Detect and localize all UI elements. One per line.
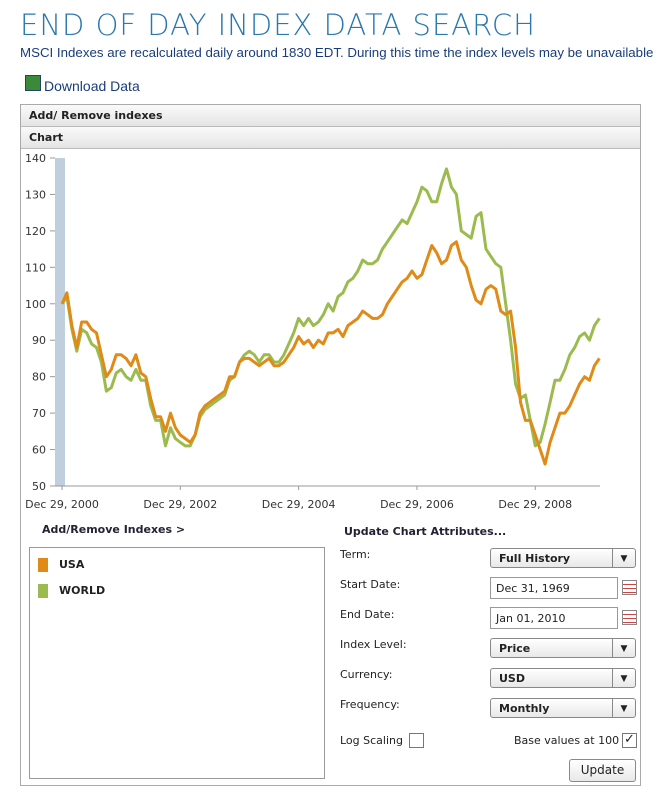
calendar-icon[interactable] — [622, 610, 637, 625]
form-title: Update Chart Attributes... — [344, 525, 507, 538]
dropdown-arrow: ▼ — [612, 639, 635, 657]
base-label: Base values at 100 — [514, 734, 620, 747]
field-label: Term: — [340, 548, 371, 561]
y-tick-label: 100 — [25, 298, 46, 311]
y-tick-label: 50 — [32, 480, 46, 493]
dropdown[interactable]: Monthly ▼ — [490, 698, 636, 718]
date-input[interactable]: Jan 01, 2010 — [490, 607, 618, 629]
date-input[interactable]: Dec 31, 1969 — [490, 577, 618, 599]
field-label: Currency: — [340, 668, 393, 681]
dropdown-arrow: ▼ — [612, 669, 635, 687]
x-tick-label: Dec 29, 2000 — [25, 498, 99, 511]
selection-band — [55, 158, 65, 486]
field-label: Start Date: — [340, 578, 401, 591]
y-tick-label: 110 — [25, 261, 46, 274]
calendar-icon[interactable] — [622, 580, 637, 595]
y-tick-label: 90 — [32, 334, 46, 347]
legend-box: USA WORLD — [29, 547, 325, 779]
legend-label[interactable]: USA — [59, 558, 85, 571]
download-link[interactable]: Download Data — [44, 78, 140, 94]
log-checkbox[interactable] — [409, 733, 424, 748]
indexes-bar[interactable]: Add/ Remove indexes — [21, 105, 640, 127]
y-tick-label: 130 — [25, 188, 46, 201]
chart-bar: Chart — [21, 127, 640, 149]
base-checkbox[interactable]: ✓ — [622, 733, 637, 748]
legend-label[interactable]: WORLD — [59, 584, 106, 597]
subtitle: MSCI Indexes are recalculated daily arou… — [20, 45, 654, 60]
y-tick-label: 70 — [32, 407, 46, 420]
page-title: END OF DAY INDEX DATA SEARCH — [20, 8, 536, 42]
field-label: Frequency: — [340, 698, 400, 711]
series-line — [60, 240, 601, 466]
x-tick-label: Dec 29, 2004 — [262, 498, 336, 511]
excel-icon[interactable] — [25, 75, 41, 91]
legend-swatch — [38, 584, 48, 598]
log-label: Log Scaling — [340, 734, 403, 747]
legend-swatch — [38, 558, 48, 572]
dropdown[interactable]: USD ▼ — [490, 668, 636, 688]
add-remove-link[interactable]: Add/Remove Indexes > — [42, 523, 186, 536]
dropdown[interactable]: Price ▼ — [490, 638, 636, 658]
y-tick-label: 80 — [32, 371, 46, 384]
field-label: Index Level: — [340, 638, 407, 651]
y-tick-label: 140 — [25, 152, 46, 165]
series-line — [60, 167, 601, 448]
dropdown[interactable]: Full History ▼ — [490, 548, 636, 568]
y-tick-label: 120 — [25, 225, 46, 238]
panel — [20, 104, 641, 786]
x-tick-label: Dec 29, 2002 — [143, 498, 217, 511]
x-tick-label: Dec 29, 2008 — [498, 498, 572, 511]
update-button[interactable]: Update — [569, 759, 636, 782]
field-label: End Date: — [340, 608, 395, 621]
y-tick-label: 60 — [32, 444, 46, 457]
chart: 50 60 70 80 90 100 110 120 130 140 Dec 29, 2000 Dec… — [25, 152, 601, 511]
dropdown-arrow: ▼ — [612, 549, 635, 567]
x-tick-label: Dec 29, 2006 — [380, 498, 454, 511]
dropdown-arrow: ▼ — [612, 699, 635, 717]
